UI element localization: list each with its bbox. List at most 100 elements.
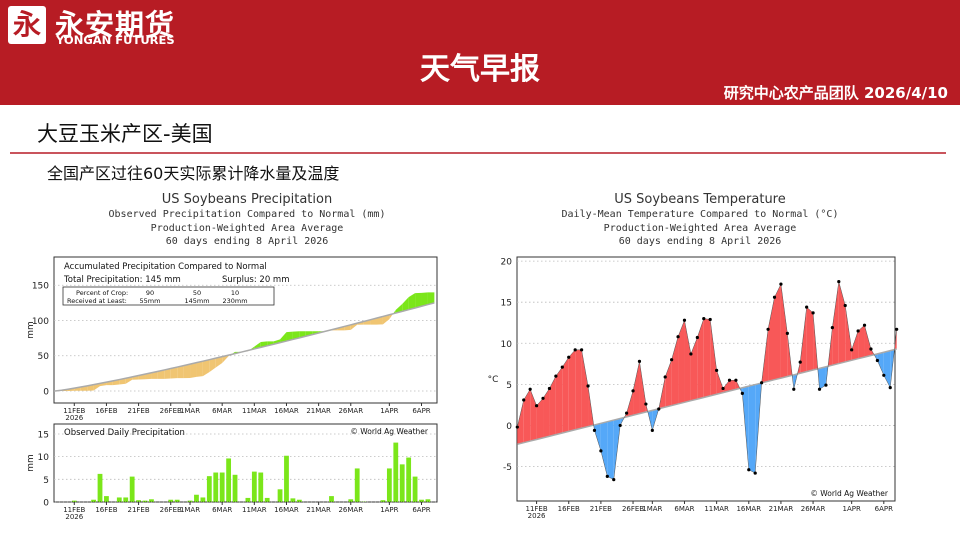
x-tick-label: 26MAR — [338, 407, 363, 415]
temp-point — [644, 402, 648, 406]
temp-point — [869, 347, 873, 351]
above-normal-area — [697, 318, 704, 400]
temp-point — [515, 425, 519, 429]
temp-point — [779, 282, 783, 286]
x-tick-label: 26FEB — [160, 506, 182, 514]
y-tick-label: 5 — [506, 381, 512, 391]
y-tick-label: 15 — [501, 299, 512, 309]
temp-point — [740, 391, 744, 395]
temp-point — [637, 359, 642, 363]
surplus-area — [286, 331, 293, 342]
x-year-label: 2026 — [65, 513, 83, 521]
crop-table-cell: Percent of Crop: — [76, 289, 128, 297]
above-normal-area — [633, 361, 640, 416]
below-normal-area — [877, 352, 884, 376]
normal-line — [54, 302, 435, 392]
temp-point — [856, 329, 860, 333]
above-normal-area — [806, 307, 814, 372]
temp-point — [612, 478, 616, 482]
deficit-area — [93, 383, 101, 391]
deficit-area — [222, 355, 229, 363]
x-tick-label: 6APR — [412, 407, 430, 415]
x-tick-label: 16MAR — [736, 505, 761, 513]
temp-point — [805, 305, 809, 309]
precip-bar — [149, 499, 154, 502]
precip-bar — [71, 500, 77, 502]
precip-bar — [329, 496, 334, 502]
above-normal-area — [858, 325, 865, 359]
precip-bar — [129, 476, 135, 502]
above-normal-area — [517, 399, 524, 445]
temp-point — [843, 303, 847, 308]
surplus-area — [408, 293, 416, 310]
crop-table-cell: 10 — [231, 289, 239, 297]
temp-point — [599, 449, 603, 453]
above-normal-area — [626, 390, 634, 417]
temp-point — [695, 335, 699, 340]
above-normal-area — [555, 367, 563, 435]
temp-point — [798, 360, 802, 364]
deficit-area — [196, 361, 203, 377]
temp-point — [541, 396, 545, 400]
precip-subtitle-3: 60 days ending 8 April 2026 — [165, 236, 329, 247]
precip-bar — [136, 500, 141, 502]
precip-bar — [425, 499, 431, 502]
normal-line — [517, 348, 897, 446]
precip-bar — [116, 497, 122, 502]
surplus-area — [427, 292, 435, 305]
precip-bar — [206, 476, 212, 502]
deficit-area — [376, 316, 383, 325]
temp-point — [663, 375, 667, 379]
x-tick-label: 16FEB — [95, 407, 117, 415]
deficit-area — [170, 367, 178, 379]
precip-bar — [251, 471, 257, 502]
deficit-area — [228, 354, 232, 357]
surplus-area — [402, 297, 409, 312]
y-tick-label: 5 — [43, 476, 49, 486]
temp-point — [625, 411, 629, 415]
temp-subtitle-1: Daily-Mean Temperature Compared to Norma… — [561, 209, 839, 220]
below-normal-area — [600, 421, 608, 477]
above-normal-area — [716, 370, 724, 395]
precip-bar — [219, 472, 225, 502]
temp-point — [895, 327, 899, 331]
temp-point — [573, 348, 577, 352]
temp-point — [850, 348, 854, 352]
temp-point — [824, 383, 828, 387]
x-tick-label: 21MAR — [769, 505, 794, 513]
above-normal-area — [845, 305, 852, 362]
precip-bar — [123, 497, 129, 502]
deficit-area — [157, 369, 165, 379]
above-normal-area — [690, 337, 698, 401]
precip-bar — [213, 472, 219, 502]
temp-point — [631, 389, 635, 393]
above-normal-area — [723, 380, 730, 393]
header-banner: 永 永安期货 YONGAN FUTURES 天气早报 研究中心农产品团队 202… — [0, 0, 960, 105]
above-normal-area — [768, 297, 775, 382]
panel-title: Accumulated Precipitation Compared to No… — [64, 262, 267, 272]
above-normal-area — [543, 388, 550, 438]
x-tick-label: 16FEB — [95, 506, 117, 514]
temp-point — [534, 404, 539, 408]
x-tick-label: 21FEB — [128, 506, 150, 514]
precip-bar — [97, 473, 103, 502]
temp-point — [875, 358, 879, 363]
temp-point — [560, 365, 564, 369]
below-normal-area — [819, 366, 826, 390]
x-tick-label: 6MAR — [212, 506, 232, 514]
y-tick-label: 150 — [32, 282, 49, 292]
above-normal-area — [639, 361, 646, 414]
y-tick-label: 0 — [43, 499, 49, 509]
temp-point — [702, 317, 706, 321]
above-normal-area — [523, 389, 531, 443]
y-tick-label: 10 — [501, 340, 513, 350]
precip-bar — [284, 455, 289, 502]
x-tick-label: 1MAR — [180, 506, 200, 514]
temp-point — [618, 423, 622, 428]
temp-point — [670, 358, 674, 362]
temp-point — [830, 326, 834, 330]
precip-bar — [348, 499, 354, 502]
temp-point — [650, 428, 654, 432]
x-tick-label: 21MAR — [306, 506, 331, 514]
temp-subtitle-2: Production-Weighted Area Average — [603, 222, 797, 234]
